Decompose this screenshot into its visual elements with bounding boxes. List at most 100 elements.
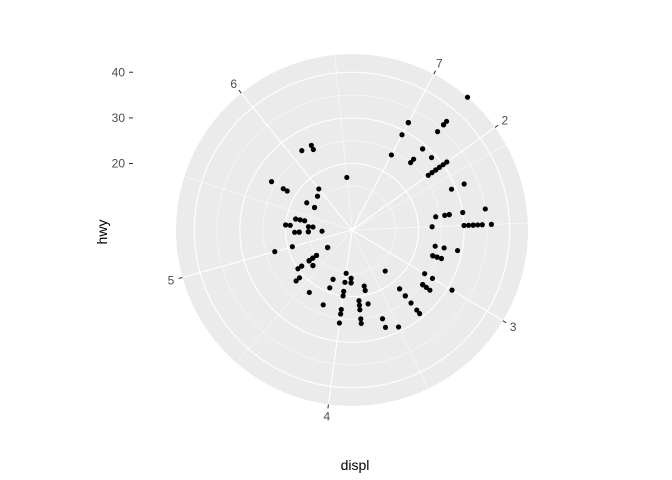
data-point	[280, 186, 286, 192]
theta-gridline-major	[327, 229, 353, 405]
data-point	[461, 181, 467, 187]
data-point	[343, 270, 349, 276]
data-point	[408, 300, 414, 306]
data-point	[430, 253, 436, 259]
data-point	[344, 174, 350, 181]
data-point	[448, 186, 455, 192]
theta-gridline-major	[351, 73, 435, 231]
data-point	[436, 164, 443, 170]
data-point	[308, 142, 314, 148]
data-point	[283, 222, 289, 228]
data-point	[396, 286, 403, 292]
radial-axis: 20 30 40	[112, 65, 133, 171]
data-point	[429, 170, 435, 176]
data-point	[305, 224, 312, 230]
data-point	[429, 275, 436, 281]
data-point	[299, 148, 305, 154]
data-point	[293, 278, 299, 284]
data-point	[310, 146, 316, 153]
data-point	[297, 217, 303, 223]
data-point	[438, 255, 445, 262]
data-point	[325, 244, 331, 251]
data-point	[434, 254, 440, 260]
data-point	[440, 122, 447, 128]
data-point	[361, 283, 367, 289]
data-point	[310, 262, 316, 269]
theta-tick-label: 3	[510, 320, 517, 334]
data-point	[417, 311, 423, 317]
r-tick-label: 20	[112, 157, 126, 171]
data-point	[293, 216, 299, 222]
theta-gridline-minor	[184, 176, 353, 231]
data-point	[320, 302, 326, 308]
data-point	[402, 293, 408, 299]
data-point	[399, 132, 405, 138]
theta-tick-label: 4	[323, 409, 330, 423]
data-point	[433, 214, 439, 220]
data-point	[449, 287, 455, 293]
data-point	[454, 247, 461, 254]
theta-tick	[502, 320, 507, 324]
data-point	[342, 279, 348, 285]
data-point	[365, 301, 371, 307]
data-point	[405, 120, 411, 126]
data-point	[440, 162, 446, 168]
data-point	[330, 276, 336, 282]
data-point	[338, 311, 344, 317]
theta-gridline-minor	[351, 222, 528, 231]
data-point	[341, 288, 347, 294]
data-point	[362, 287, 368, 294]
data-point	[461, 222, 467, 229]
r-gridline-major	[239, 117, 465, 343]
theta-tick-label: 2	[501, 113, 508, 127]
theta-tick-label: 6	[230, 77, 237, 91]
data-point	[420, 146, 426, 152]
data-point	[470, 222, 476, 228]
data-point	[428, 154, 435, 161]
data-point	[292, 229, 298, 235]
data-point	[423, 284, 429, 290]
data-point	[311, 204, 318, 211]
data-point	[310, 255, 316, 261]
data-point	[425, 172, 431, 178]
data-point	[357, 307, 363, 313]
data-point	[464, 94, 471, 100]
theta-tick	[327, 404, 329, 409]
r-gridline-minor	[216, 94, 488, 366]
data-point	[488, 221, 494, 227]
data-point	[442, 212, 448, 218]
data-point	[475, 222, 481, 228]
data-point	[358, 316, 364, 322]
data-point	[382, 268, 388, 274]
theta-gridline-major	[182, 229, 353, 278]
data-point	[268, 179, 275, 185]
data-point	[358, 320, 364, 327]
data-point	[289, 244, 295, 250]
data-point	[479, 222, 485, 228]
polar-gridlines	[182, 54, 528, 405]
data-point	[319, 228, 325, 234]
data-points	[268, 94, 494, 331]
data-point	[427, 287, 433, 293]
data-point	[379, 316, 386, 322]
data-point	[327, 285, 333, 291]
data-point	[296, 229, 302, 235]
theta-gridline-minor	[351, 229, 429, 389]
data-point	[356, 298, 362, 304]
data-point	[408, 160, 414, 166]
theta-axis: 2 3 4 5 6 7	[168, 57, 517, 424]
theta-tick	[433, 70, 437, 75]
theta-gridline-major	[240, 92, 353, 231]
data-point	[302, 218, 308, 224]
r-gridline-major	[284, 162, 420, 298]
data-point	[299, 263, 305, 269]
data-point	[304, 200, 310, 206]
data-point	[441, 245, 447, 251]
r-gridline-major	[193, 71, 511, 389]
theta-gridline-major	[351, 229, 504, 322]
data-point	[272, 249, 278, 255]
data-point	[284, 188, 290, 194]
theta-tick	[238, 89, 242, 94]
data-point	[465, 222, 472, 228]
